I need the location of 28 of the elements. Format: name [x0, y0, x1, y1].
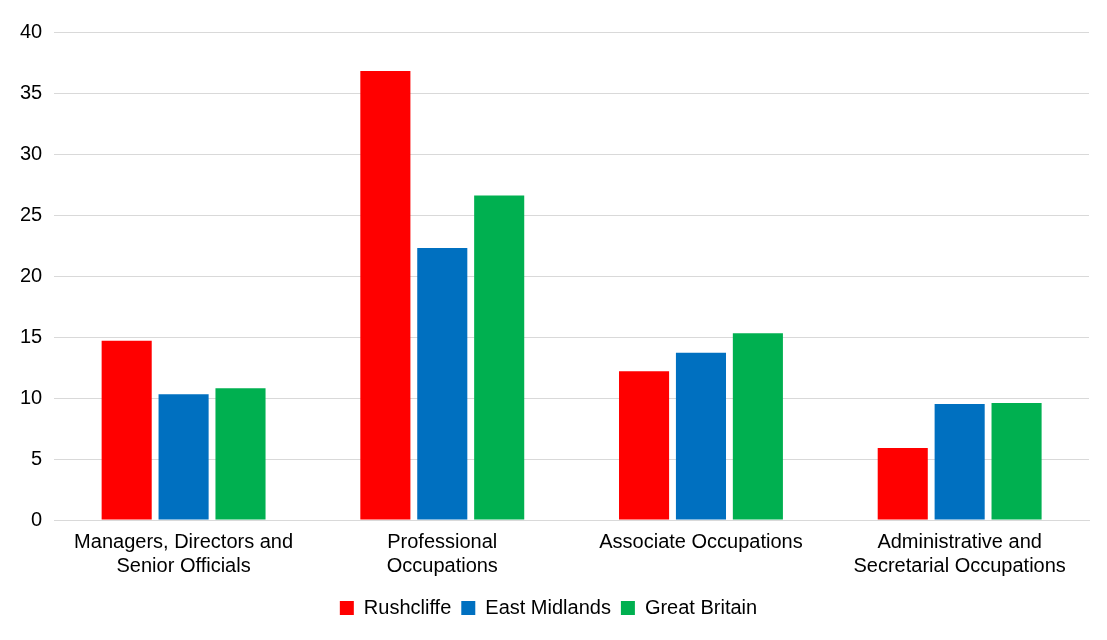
bar [474, 195, 525, 520]
bar [732, 333, 783, 520]
y-tick-label: 30 [20, 141, 43, 164]
bar [215, 388, 266, 520]
bar [991, 402, 1042, 520]
y-tick-label: 35 [20, 80, 43, 103]
x-tick-label: Managers, Directors and Senior Officials [74, 529, 294, 576]
bar [417, 247, 468, 520]
y-tick-label: 20 [20, 263, 43, 286]
y-tick-label: 25 [20, 202, 43, 225]
bar [158, 394, 209, 520]
y-tick-label: 0 [31, 507, 43, 530]
x-tick-label: Administrative and Secretarial Occupations [853, 529, 1066, 576]
legend-label: East Midlands [485, 595, 611, 618]
bar [934, 404, 985, 520]
bar [101, 340, 152, 520]
x-tick-label: Associate Occupations [599, 529, 803, 552]
y-tick-label: 5 [31, 446, 43, 469]
y-tick-label: 10 [20, 385, 43, 408]
x-tick-label: Professional Occupations [386, 529, 498, 576]
y-tick-label: 15 [20, 324, 43, 347]
bar [877, 448, 928, 520]
y-tick-label: 40 [20, 19, 43, 42]
legend-label: Rushcliffe [363, 595, 452, 618]
bar [619, 371, 670, 520]
bar [675, 352, 727, 520]
legend-label: Great Britain [644, 595, 758, 618]
bar [360, 71, 411, 520]
